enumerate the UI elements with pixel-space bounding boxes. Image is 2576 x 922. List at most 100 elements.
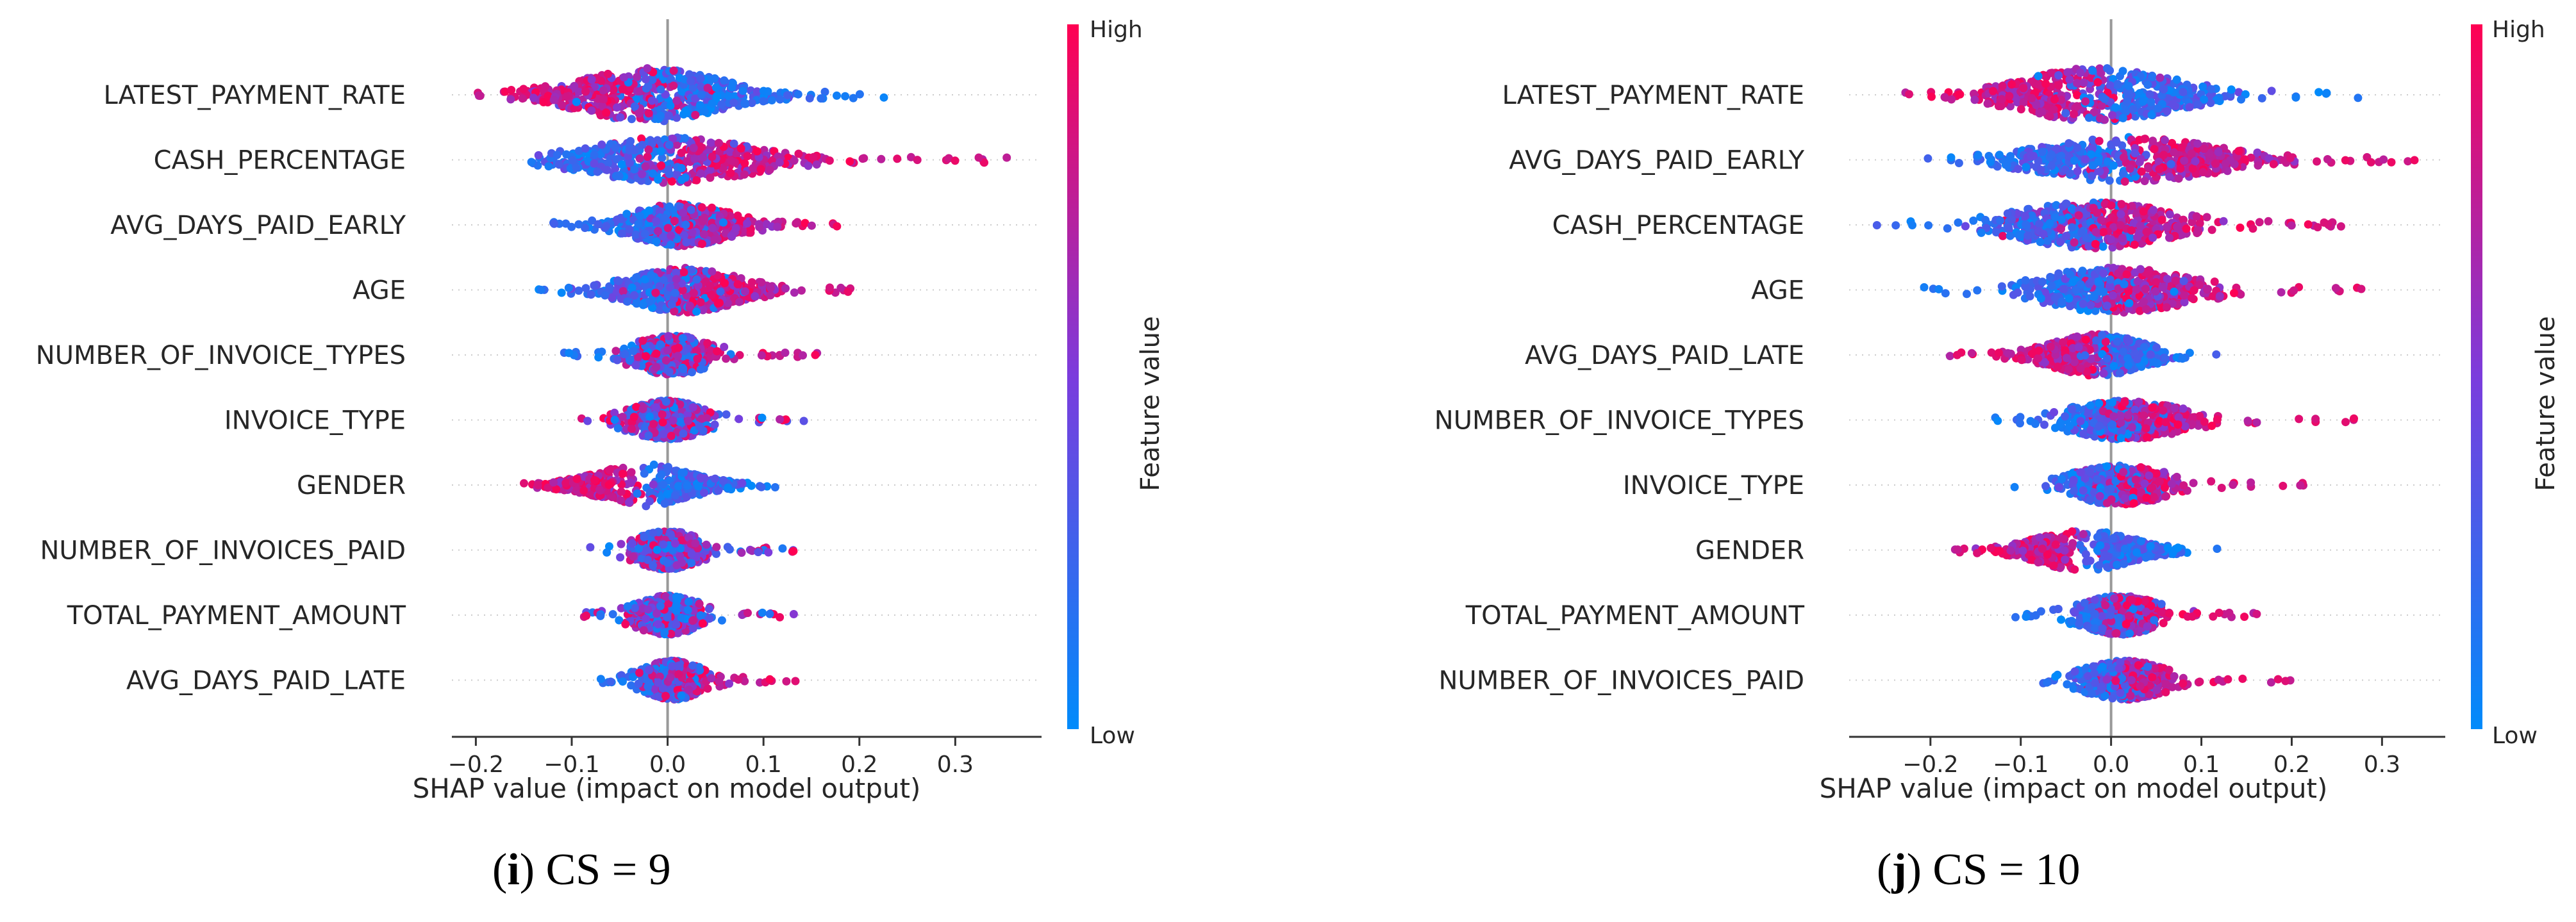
shap-point [601, 291, 610, 300]
shap-point [572, 163, 581, 172]
shap-point [649, 529, 658, 538]
shap-point [639, 626, 648, 635]
shap-point [711, 83, 720, 92]
shap-point [667, 231, 676, 240]
shap-point [672, 620, 681, 629]
shap-point [557, 288, 566, 297]
shap-point [687, 265, 696, 274]
shap-point [751, 292, 760, 300]
shap-point [692, 275, 701, 284]
shap-point [681, 134, 689, 143]
shap-point [737, 548, 746, 557]
shap-point [602, 548, 611, 557]
shap-point [766, 283, 775, 292]
shap-point [619, 470, 627, 478]
shap-point [860, 154, 868, 163]
shap-point [833, 91, 841, 100]
shap-point [656, 147, 665, 156]
shap-point [651, 288, 660, 297]
shap-point [677, 149, 686, 158]
shap-point [661, 356, 670, 365]
shap-point [476, 92, 485, 100]
shap-point [565, 349, 574, 358]
shap-point [805, 94, 814, 103]
shap-point [604, 481, 613, 490]
shap-point [635, 544, 644, 553]
shap-point [595, 485, 604, 494]
shap-point [613, 103, 621, 112]
shap-point [683, 481, 692, 490]
shap-point [836, 283, 845, 292]
shap-point [669, 416, 677, 425]
shap-point [654, 175, 663, 184]
shap-point [567, 222, 576, 231]
shap-point [663, 613, 672, 622]
shap-point [794, 149, 803, 158]
shap-point [671, 491, 679, 500]
shap-point [680, 231, 689, 240]
shap-point [720, 279, 729, 288]
shap-point [741, 99, 749, 108]
shap-point [699, 230, 708, 239]
shap-point [681, 108, 690, 117]
shap-point [637, 134, 646, 143]
shap-point [619, 73, 628, 82]
shap-point [688, 616, 697, 625]
shap-point [611, 347, 620, 356]
shap-point [778, 544, 787, 553]
shap-point [706, 138, 715, 147]
shap-point [689, 288, 698, 297]
shap-point [604, 158, 613, 167]
shap-point [608, 610, 617, 619]
shap-point [697, 240, 706, 249]
shap-point [672, 96, 681, 105]
shap-point [626, 136, 635, 145]
shap-point [638, 170, 647, 179]
shap-point [623, 297, 632, 306]
shap-point [712, 92, 721, 101]
shap-point [679, 429, 688, 438]
shap-point [554, 160, 563, 169]
shap-point [696, 365, 705, 374]
shap-point [629, 552, 638, 561]
shap-point [670, 288, 679, 297]
shap-point [657, 470, 666, 479]
shap-point [944, 154, 953, 163]
shap-point [685, 70, 694, 79]
shap-point [825, 156, 834, 165]
shap-point [706, 281, 715, 290]
shap-point [726, 169, 735, 177]
shap-point [729, 98, 738, 107]
shap-point [572, 97, 581, 106]
shap-point [658, 410, 667, 419]
shap-point [644, 109, 653, 118]
shap-point [644, 431, 653, 440]
shap-point [656, 85, 665, 94]
shap-point [649, 480, 658, 489]
shap-point [677, 163, 686, 172]
shap-point [696, 611, 705, 620]
shap-point [659, 480, 668, 489]
shap-point [663, 346, 672, 355]
shap-point [664, 332, 673, 341]
shap-point [667, 240, 676, 249]
shap-point [654, 227, 662, 236]
shap-point [708, 267, 717, 276]
shap-point [667, 431, 676, 440]
shap-point [638, 300, 647, 309]
shap-point [676, 552, 685, 561]
shap-point [679, 468, 688, 477]
shap-point [587, 75, 596, 84]
shap-point [613, 424, 622, 432]
shap-point [686, 334, 695, 343]
shap-point [597, 140, 606, 149]
shap-point [855, 90, 864, 99]
shap-point [749, 164, 758, 172]
shap-point [726, 147, 735, 156]
panel-i: LATEST_PAYMENT_RATECASH_PERCENTAGEAVG_DA… [36, 17, 1165, 894]
shap-point [533, 481, 542, 490]
shap-point [781, 349, 790, 357]
shap-point [594, 353, 603, 362]
shap-point [667, 177, 676, 186]
